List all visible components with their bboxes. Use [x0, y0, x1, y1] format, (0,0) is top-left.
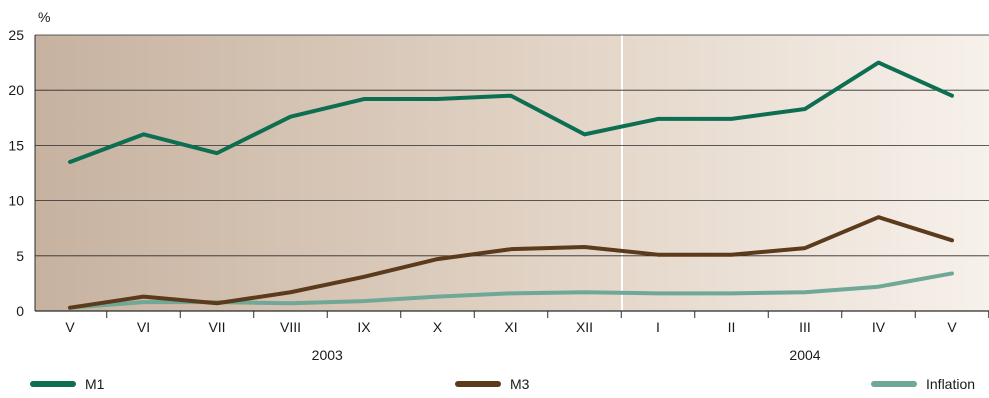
- x-tick-label: X: [433, 319, 443, 335]
- x-tick-label: III: [799, 319, 811, 335]
- x-tick-label: IV: [872, 319, 886, 335]
- legend-label-inflation: Inflation: [926, 376, 975, 392]
- x-tick-label: V: [65, 319, 75, 335]
- plot-area: [35, 35, 989, 311]
- series-line-m1: [68, 60, 954, 164]
- x-tick-label: VIII: [280, 319, 301, 335]
- x-tick-label: VI: [137, 319, 150, 335]
- y-tick-label: 10: [8, 193, 24, 209]
- x-tick-label: I: [656, 319, 660, 335]
- y-tick-label: 5: [16, 248, 24, 264]
- x-tick-label: XII: [576, 319, 593, 335]
- y-tick-label: 0: [16, 303, 24, 319]
- x-tick-label: V: [947, 319, 957, 335]
- y-tick-label: 15: [8, 137, 24, 153]
- y-tick-label: 20: [8, 82, 24, 98]
- x-group-label: 2004: [789, 347, 820, 363]
- x-tick-label: VII: [208, 319, 225, 335]
- series-line-m3: [68, 215, 954, 310]
- y-tick-label: 25: [8, 27, 24, 43]
- legend: M1 M3 Inflation: [30, 376, 975, 392]
- y-axis: 0 5 10 15 20 25: [8, 27, 36, 319]
- x-group-label: 2003: [312, 347, 343, 363]
- legend-label-m3: M3: [510, 376, 530, 392]
- x-tick-label: II: [728, 319, 736, 335]
- y-axis-label: %: [38, 9, 50, 25]
- x-tick-label: IX: [357, 319, 371, 335]
- legend-label-m1: M1: [85, 376, 105, 392]
- series-lines: [68, 60, 954, 310]
- x-tick-label: XI: [504, 319, 517, 335]
